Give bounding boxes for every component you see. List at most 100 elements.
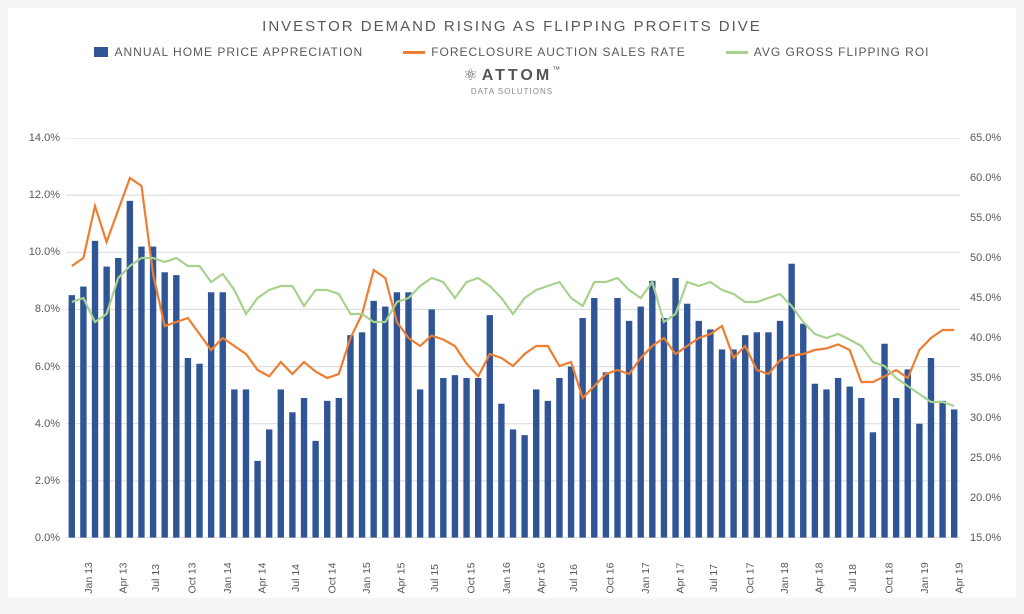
bar [742, 335, 748, 538]
bar [893, 398, 899, 538]
bar [545, 401, 551, 538]
chart-container: INVESTOR DEMAND RISING AS FLIPPING PROFI… [8, 8, 1016, 598]
bar [707, 329, 713, 538]
y-tick-label: 10.0% [8, 246, 60, 258]
bar [138, 247, 144, 538]
y-axis-right: 15.0%20.0%25.0%30.0%35.0%40.0%45.0%50.0%… [964, 138, 1016, 538]
y-tick-label: 15.0% [970, 532, 1022, 544]
bar [80, 287, 86, 538]
bar [939, 401, 945, 538]
x-tick-label: Oct 15 [465, 563, 477, 594]
bar [765, 332, 771, 538]
y-tick-label: 12.0% [8, 189, 60, 201]
bar [208, 292, 214, 538]
bar [92, 241, 98, 538]
x-tick-label: Apr 14 [256, 563, 268, 594]
x-tick-label: Apr 17 [674, 563, 686, 594]
bar [684, 304, 690, 538]
y-tick-label: 25.0% [970, 452, 1022, 464]
y-tick-label: 6.0% [8, 361, 60, 373]
y-tick-label: 35.0% [970, 372, 1022, 384]
bar [696, 321, 702, 538]
x-tick-label: Jul 15 [429, 564, 441, 592]
x-tick-label: Oct 17 [744, 563, 756, 594]
x-tick-label: Oct 13 [187, 563, 199, 594]
bar [626, 321, 632, 538]
chart-title: INVESTOR DEMAND RISING AS FLIPPING PROFI… [8, 8, 1016, 35]
plot-svg [66, 138, 960, 538]
logo-block: ⚛ ATTOM™ DATA SOLUTIONS [8, 63, 1016, 103]
bar [870, 432, 876, 538]
x-tick-label: Jul 16 [568, 564, 580, 592]
x-tick-label: Oct 18 [883, 563, 895, 594]
bar [510, 429, 516, 538]
bar [847, 387, 853, 538]
y-tick-label: 2.0% [8, 475, 60, 487]
bar [638, 307, 644, 538]
x-tick-label: Apr 13 [117, 563, 129, 594]
bar [498, 404, 504, 538]
bar [370, 301, 376, 538]
bar [452, 375, 458, 538]
legend-item-foreclosure: FORECLOSURE AUCTION SALES RATE [403, 45, 686, 59]
y-axis-left: 0.0%2.0%4.0%6.0%8.0%10.0%12.0%14.0% [8, 138, 60, 538]
x-tick-label: Apr 18 [814, 563, 826, 594]
legend-swatch-bar [94, 47, 108, 57]
legend-item-bar: ANNUAL HOME PRICE APPRECIATION [94, 45, 363, 59]
bar [440, 378, 446, 538]
x-axis: Jan 13Apr 13Jul 13Oct 13Jan 14Apr 14Jul … [66, 538, 960, 598]
y-tick-label: 55.0% [970, 212, 1022, 224]
y-tick-label: 65.0% [970, 132, 1022, 144]
legend-swatch-roi [726, 51, 748, 54]
logo-tm: ™ [552, 65, 561, 74]
bar [243, 389, 249, 538]
bar [591, 298, 597, 538]
bar [405, 292, 411, 538]
x-tick-label: Jan 15 [361, 562, 373, 594]
bar [835, 378, 841, 538]
bar [429, 309, 435, 538]
x-tick-label: Oct 14 [326, 563, 338, 594]
x-tick-label: Jan 14 [222, 562, 234, 594]
bar [905, 369, 911, 538]
x-tick-label: Apr 15 [396, 563, 408, 594]
y-tick-label: 45.0% [970, 292, 1022, 304]
y-tick-label: 8.0% [8, 303, 60, 315]
x-tick-label: Jan 13 [83, 562, 95, 594]
x-tick-label: Jul 14 [290, 564, 302, 592]
bar [614, 298, 620, 538]
y-tick-label: 30.0% [970, 412, 1022, 424]
bar [347, 335, 353, 538]
y-tick-label: 40.0% [970, 332, 1022, 344]
bar [719, 349, 725, 538]
bar [556, 378, 562, 538]
bar [672, 278, 678, 538]
x-tick-label: Jan 18 [779, 562, 791, 594]
line-roi [72, 258, 954, 406]
bar [603, 372, 609, 538]
y-tick-label: 60.0% [970, 172, 1022, 184]
bar [881, 344, 887, 538]
bar [800, 324, 806, 538]
bar [649, 281, 655, 538]
bar [823, 389, 829, 538]
logo-subtitle: DATA SOLUTIONS [471, 87, 553, 96]
x-tick-label: Jan 16 [501, 562, 513, 594]
bar [185, 358, 191, 538]
bar [661, 318, 667, 538]
bar [254, 461, 260, 538]
logo-brand: ATTOM [482, 67, 552, 84]
x-tick-label: Apr 16 [535, 563, 547, 594]
plot-area [66, 138, 960, 538]
bar [812, 384, 818, 538]
bar [196, 364, 202, 538]
legend-item-roi: AVG GROSS FLIPPING ROI [726, 45, 930, 59]
bar [115, 258, 121, 538]
bar [278, 389, 284, 538]
y-tick-label: 0.0% [8, 532, 60, 544]
line-foreclosure [72, 178, 954, 398]
legend-label-bar: ANNUAL HOME PRICE APPRECIATION [114, 45, 363, 59]
y-tick-label: 4.0% [8, 418, 60, 430]
logo-icon: ⚛ [463, 67, 478, 84]
bar [220, 292, 226, 538]
